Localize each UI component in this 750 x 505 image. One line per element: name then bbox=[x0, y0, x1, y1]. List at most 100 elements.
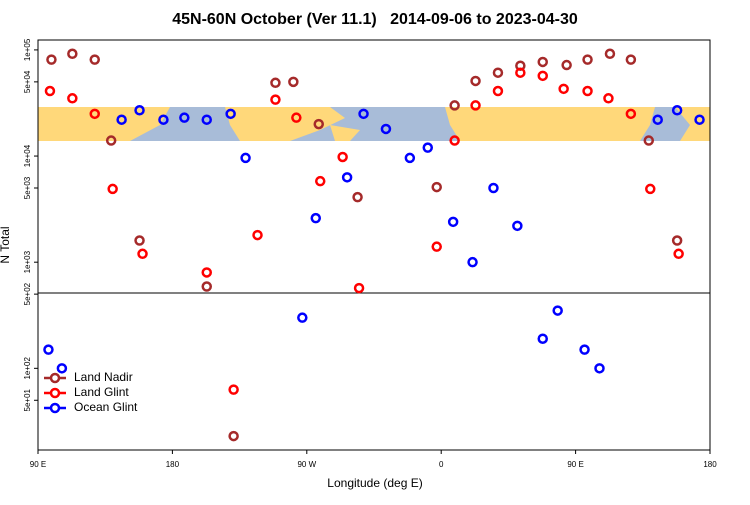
point bbox=[341, 172, 353, 183]
y-tick-label: 1e+04 bbox=[23, 144, 32, 167]
legend-label: Land Glint bbox=[74, 385, 129, 399]
y-tick-label: 5e+01 bbox=[23, 388, 32, 411]
point bbox=[558, 83, 569, 95]
point bbox=[44, 85, 56, 97]
point bbox=[116, 114, 127, 125]
legend-label: Land Nadir bbox=[74, 370, 133, 384]
x-tick-label: 0 bbox=[439, 460, 444, 469]
point bbox=[671, 235, 683, 246]
x-tick-label: 180 bbox=[166, 460, 180, 469]
point bbox=[467, 256, 478, 268]
point bbox=[56, 363, 68, 374]
point bbox=[449, 135, 460, 146]
point bbox=[297, 312, 308, 323]
y-tick-label: 1e+02 bbox=[23, 357, 32, 380]
point bbox=[488, 182, 499, 194]
point bbox=[404, 152, 416, 164]
point bbox=[107, 183, 118, 195]
point bbox=[694, 114, 705, 125]
point bbox=[228, 430, 239, 442]
point bbox=[422, 142, 434, 153]
point bbox=[252, 229, 263, 241]
x-tick-label: 180 bbox=[703, 460, 717, 469]
point bbox=[89, 54, 100, 65]
x-tick-label: 90 E bbox=[567, 460, 583, 469]
point bbox=[228, 384, 239, 395]
point bbox=[225, 108, 236, 120]
point bbox=[643, 135, 655, 146]
map-strip bbox=[38, 107, 710, 141]
point bbox=[358, 108, 369, 120]
point bbox=[179, 112, 190, 123]
point bbox=[431, 181, 442, 193]
point bbox=[240, 152, 251, 164]
point bbox=[353, 282, 365, 294]
point bbox=[352, 191, 363, 203]
y-tick-label: 5e+04 bbox=[23, 70, 32, 93]
point bbox=[537, 333, 548, 344]
point bbox=[291, 112, 302, 123]
point bbox=[288, 76, 299, 88]
point bbox=[201, 114, 212, 125]
y-tick-label: 5e+02 bbox=[23, 282, 32, 305]
point bbox=[270, 77, 281, 89]
point bbox=[512, 220, 523, 232]
point bbox=[537, 56, 548, 68]
point bbox=[337, 151, 348, 163]
point bbox=[431, 241, 442, 252]
point bbox=[625, 54, 637, 65]
point bbox=[671, 105, 683, 116]
point bbox=[449, 100, 460, 111]
point bbox=[582, 54, 593, 65]
point bbox=[380, 123, 392, 135]
point bbox=[470, 100, 481, 111]
legend-marker bbox=[49, 372, 61, 384]
point bbox=[270, 94, 281, 105]
point bbox=[645, 183, 656, 195]
point bbox=[673, 248, 684, 260]
point bbox=[561, 59, 572, 71]
point bbox=[158, 114, 169, 125]
point bbox=[105, 135, 117, 146]
x-tick-label: 90 E bbox=[30, 460, 46, 469]
y-axis-label: N Total bbox=[0, 226, 12, 263]
point bbox=[515, 67, 526, 78]
point bbox=[313, 118, 324, 130]
point bbox=[447, 216, 459, 228]
point bbox=[492, 67, 504, 78]
plot-frame bbox=[37, 39, 711, 451]
point bbox=[46, 54, 57, 65]
point bbox=[470, 75, 481, 87]
x-axis-label: Longitude (deg E) bbox=[327, 476, 422, 490]
legend-marker bbox=[49, 387, 61, 399]
y-tick-label: 1e+03 bbox=[23, 250, 32, 273]
point bbox=[134, 105, 145, 116]
point bbox=[67, 48, 78, 60]
point bbox=[594, 363, 605, 374]
point bbox=[314, 175, 326, 187]
point bbox=[43, 344, 54, 355]
point bbox=[67, 93, 78, 104]
point bbox=[579, 344, 590, 355]
point bbox=[310, 212, 322, 224]
y-tick-label: 5e+03 bbox=[23, 176, 32, 199]
point bbox=[603, 93, 614, 104]
y-tick-label: 1e+05 bbox=[23, 38, 32, 61]
point bbox=[201, 267, 212, 278]
point bbox=[537, 70, 548, 82]
chart-title: 45N-60N October (Ver 11.1) 2014-09-06 to… bbox=[172, 11, 578, 28]
point bbox=[582, 85, 593, 97]
point bbox=[625, 108, 637, 120]
point bbox=[201, 281, 212, 292]
point bbox=[89, 108, 100, 120]
legend-label: Ocean Glint bbox=[74, 400, 138, 414]
point bbox=[492, 85, 504, 97]
legend-marker bbox=[49, 402, 61, 414]
x-tick-label: 90 W bbox=[297, 460, 316, 469]
point bbox=[552, 305, 563, 316]
point bbox=[604, 48, 616, 60]
point bbox=[134, 235, 145, 246]
point bbox=[137, 248, 148, 260]
point bbox=[652, 114, 663, 125]
